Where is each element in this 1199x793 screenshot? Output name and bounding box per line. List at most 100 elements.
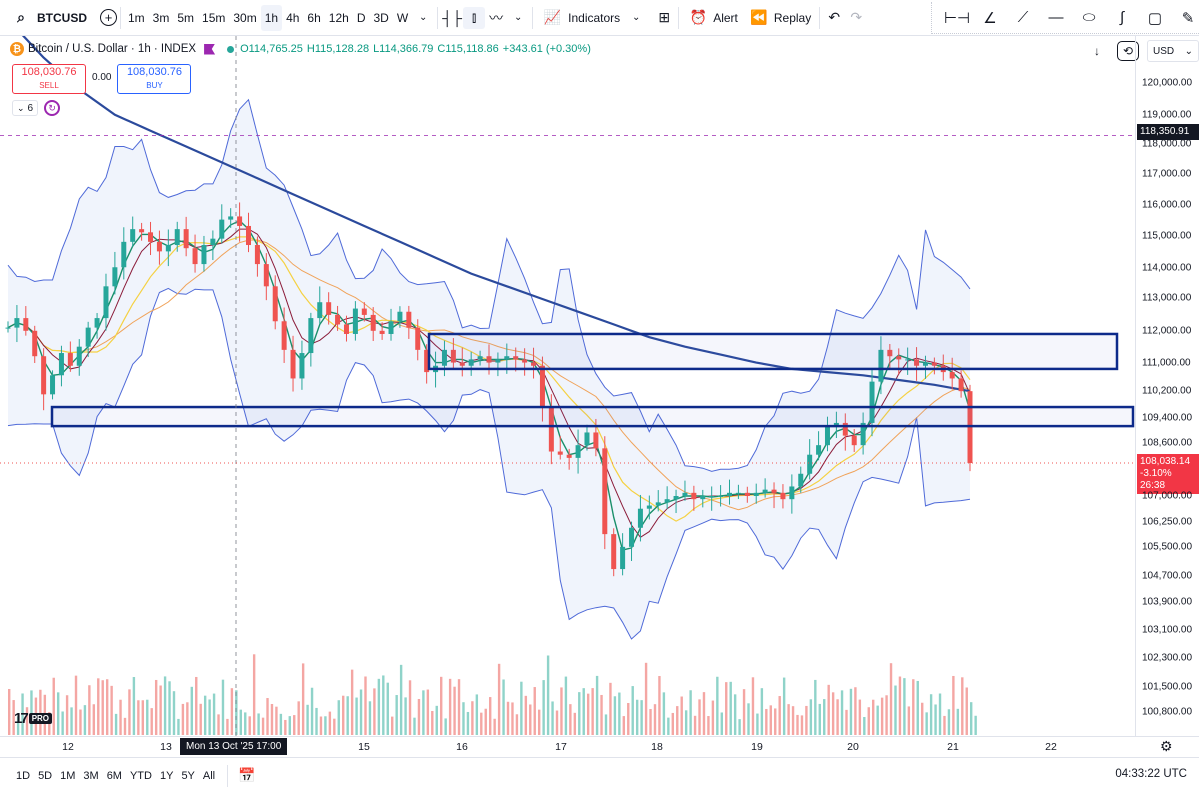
interval-6h[interactable]: 6h <box>307 10 321 25</box>
range-1d[interactable]: 1D <box>16 769 31 782</box>
volume-bar <box>591 688 594 735</box>
indicators-button[interactable]: 📈 Indicators <box>536 0 625 36</box>
interval-D[interactable]: D <box>356 10 366 25</box>
volume-bar <box>524 695 528 735</box>
volume-bar <box>827 684 830 735</box>
volume-bar <box>199 703 202 735</box>
legend-title: Bitcoin / U.S. Dollar · 1h · INDEX <box>28 43 197 55</box>
alert-button[interactable]: ⏰ Alert <box>682 0 743 36</box>
time-axis[interactable]: Mon 13 Oct '25 17:00 ⚙ 12 13 15 16 17 18 19 20 2… <box>0 736 1199 757</box>
volume-bar <box>649 709 652 735</box>
interval-3m[interactable]: 3m <box>152 10 170 25</box>
utc-clock[interactable]: 04:33:22 UTC <box>1115 768 1187 780</box>
flag-icon[interactable] <box>204 43 216 55</box>
price-label: 108,600.00 <box>1142 437 1193 449</box>
divider <box>819 6 821 29</box>
indicators-icon: 📈 <box>543 9 561 25</box>
legend-open: O114,765.25 <box>240 43 303 55</box>
pencil-tool-icon[interactable]: ✎ <box>1181 9 1195 27</box>
interval-5m[interactable]: 5m <box>177 10 195 25</box>
refresh-icon[interactable]: ↻ <box>44 100 61 116</box>
volume-bar <box>288 716 291 735</box>
candle <box>709 496 715 497</box>
redo-icon[interactable]: ↷ <box>850 9 863 25</box>
line-chart-type-icon[interactable]: 〰 <box>489 9 504 26</box>
candle <box>67 353 73 366</box>
volume-bar <box>863 716 866 735</box>
arrow-down-icon[interactable]: ↓ <box>1094 44 1100 58</box>
interval-1m[interactable]: 1m <box>128 10 145 25</box>
rectangle-tool-icon[interactable]: ▢ <box>1147 9 1163 27</box>
volume-bar <box>203 695 207 735</box>
chevron-down-icon[interactable]: ⌄ <box>631 12 641 23</box>
range-5d[interactable]: 5D <box>38 769 53 782</box>
volume-bar <box>533 687 536 735</box>
time-label: 13 <box>160 741 172 753</box>
add-symbol-icon[interactable]: + <box>100 9 117 26</box>
volume-bar <box>627 703 630 735</box>
volume-bar <box>440 676 443 735</box>
horizontal-line-icon[interactable]: — <box>1048 9 1064 26</box>
volume-bar <box>805 705 808 735</box>
range-ytd[interactable]: YTD <box>129 769 152 782</box>
interval-15m[interactable]: 15m <box>202 10 226 25</box>
symbol-search[interactable]: ⌕ BTCUSD <box>0 0 92 36</box>
chevron-down-icon[interactable]: ⌄ <box>513 12 523 23</box>
price-label: 111,000.00 <box>1142 357 1191 369</box>
ellipse-tool-icon[interactable]: ⬭ <box>1082 9 1096 26</box>
price-chart[interactable] <box>0 36 1135 736</box>
candle <box>566 454 572 458</box>
gear-icon[interactable]: ⚙ <box>1160 738 1173 754</box>
volume-bar <box>30 690 33 735</box>
time-label: 12 <box>62 741 74 753</box>
date-range-icon[interactable]: ⊢⊣ <box>943 9 971 27</box>
candle-chart-type-icon[interactable]: ⫾ <box>463 6 486 29</box>
chevron-down-icon[interactable]: ⌄ <box>418 12 428 23</box>
range-6m[interactable]: 6M <box>106 769 122 782</box>
layout-grid-icon[interactable]: ⊞ <box>658 9 671 25</box>
candle <box>103 286 109 319</box>
legend-close: C115,118.86 <box>437 43 499 55</box>
candle <box>130 229 136 242</box>
volume-bar <box>212 693 216 735</box>
volume-bar <box>676 706 679 735</box>
interval-1h[interactable]: 1h <box>260 4 283 31</box>
range-1m[interactable]: 1M <box>60 769 76 782</box>
interval-30m[interactable]: 30m <box>233 10 257 25</box>
candle <box>851 435 857 446</box>
indicators-toggle[interactable]: ⌄ 6 <box>12 100 39 116</box>
interval-4h[interactable]: 4h <box>286 10 300 25</box>
candle <box>655 502 661 506</box>
chevron-down-icon: ⌄ <box>1184 45 1193 57</box>
range-all[interactable]: All <box>202 769 216 782</box>
calendar-icon[interactable]: 📅 <box>238 767 256 783</box>
volume-bar <box>172 691 176 735</box>
volume-bar <box>600 694 603 735</box>
buy-button[interactable]: 108,030.76 BUY <box>117 64 192 94</box>
range-3m[interactable]: 3M <box>83 769 99 782</box>
volume-bar <box>475 694 479 735</box>
trend-line-icon[interactable]: ⟋ <box>1017 9 1029 26</box>
replay-button[interactable]: ⏪ Replay <box>743 0 816 36</box>
price-scale[interactable]: 118,350.91 108,038.14 -3.10% 26:38 120,0… <box>1135 36 1199 736</box>
curve-tool-icon[interactable]: ∫ <box>1119 9 1125 26</box>
sell-button[interactable]: 108,030.76 SELL <box>12 64 86 94</box>
tradingview-logo[interactable]: 17 PRO <box>14 710 53 727</box>
volume-bar <box>738 719 741 735</box>
candle <box>85 327 91 347</box>
candle <box>673 496 679 500</box>
bar-chart-type-icon[interactable]: ┤├ <box>442 9 463 26</box>
candle <box>896 356 902 360</box>
fullscreen-icon[interactable]: ⟲ <box>1117 41 1139 61</box>
range-1y[interactable]: 1Y <box>159 769 174 782</box>
candle <box>584 432 590 446</box>
crosshair-price: 118,350.91 <box>1140 126 1190 137</box>
volume-bar <box>733 694 737 735</box>
undo-icon[interactable]: ↶ <box>828 9 841 25</box>
angle-tool-icon[interactable]: ∠ <box>983 9 997 27</box>
pro-badge: PRO <box>28 713 53 724</box>
interval-12h[interactable]: 12h <box>328 10 349 25</box>
interval-W[interactable]: W <box>396 10 409 25</box>
interval-3D[interactable]: 3D <box>373 10 389 25</box>
range-5y[interactable]: 5Y <box>181 769 195 782</box>
